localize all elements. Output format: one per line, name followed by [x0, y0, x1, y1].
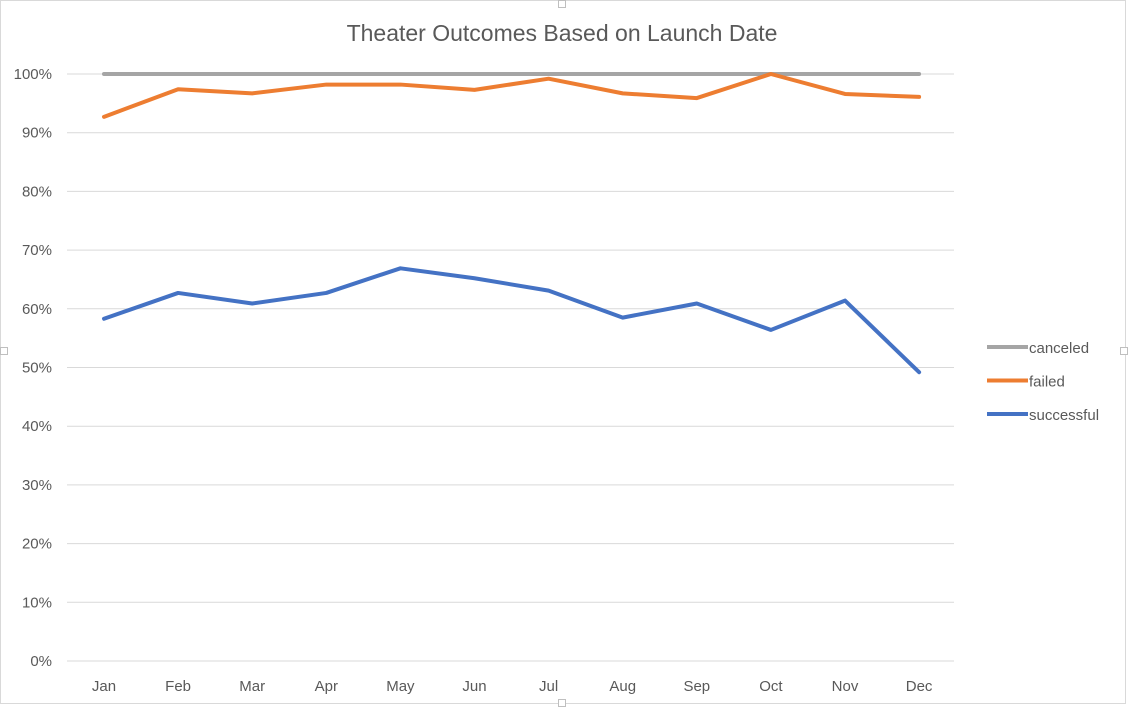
x-tick-label: Jan: [92, 678, 116, 695]
data-point-canceled[interactable]: [176, 72, 181, 77]
x-tick-label: Feb: [165, 678, 191, 695]
data-point-successful[interactable]: [324, 290, 329, 295]
y-tick-label: 10%: [22, 594, 52, 611]
x-axis-tick-labels: Jan Feb Mar Apr May Jun Jul Aug Sep Oct Nov Dec: [92, 678, 933, 695]
x-tick-label: Dec: [906, 678, 933, 695]
data-point-failed[interactable]: [250, 91, 255, 96]
data-point-failed[interactable]: [768, 72, 773, 77]
legend-label[interactable]: canceled: [1029, 340, 1089, 357]
data-point-canceled[interactable]: [620, 72, 625, 77]
series-lines: [102, 72, 922, 375]
y-tick-label: 30%: [22, 477, 52, 494]
data-point-canceled[interactable]: [917, 72, 922, 77]
y-tick-label: 80%: [22, 183, 52, 200]
legend: canceled failed successful: [987, 340, 1099, 424]
data-point-canceled[interactable]: [472, 72, 477, 77]
y-tick-label: 50%: [22, 360, 52, 377]
data-point-successful[interactable]: [917, 370, 922, 375]
x-tick-label: Nov: [832, 678, 859, 695]
data-point-failed[interactable]: [546, 76, 551, 81]
data-point-successful[interactable]: [398, 266, 403, 271]
chart-title: Theater Outcomes Based on Launch Date: [347, 20, 778, 46]
gridlines: [67, 73, 954, 662]
x-tick-label: Mar: [239, 678, 265, 695]
y-tick-label: 20%: [22, 536, 52, 553]
y-tick-label: 90%: [22, 125, 52, 142]
y-tick-label: 100%: [14, 66, 52, 83]
series-line-successful[interactable]: [102, 266, 922, 375]
data-point-successful[interactable]: [176, 290, 181, 295]
y-axis-tick-labels: 0% 10% 20% 30% 40% 50% 60% 70% 80% 90% 100%: [14, 66, 52, 670]
resize-handle-right[interactable]: [1120, 347, 1128, 355]
data-point-canceled[interactable]: [324, 72, 329, 77]
data-point-successful[interactable]: [620, 315, 625, 320]
x-tick-label: Sep: [683, 678, 710, 695]
y-tick-label: 60%: [22, 301, 52, 318]
data-point-failed[interactable]: [694, 96, 699, 101]
data-point-successful[interactable]: [472, 276, 477, 281]
data-point-successful[interactable]: [768, 327, 773, 332]
y-tick-label: 40%: [22, 418, 52, 435]
data-point-canceled[interactable]: [843, 72, 848, 77]
data-point-successful[interactable]: [694, 301, 699, 306]
x-tick-label: Jul: [539, 678, 558, 695]
data-point-failed[interactable]: [324, 82, 329, 87]
y-tick-label: 70%: [22, 242, 52, 259]
data-point-failed[interactable]: [843, 91, 848, 96]
data-point-successful[interactable]: [250, 301, 255, 306]
x-tick-label: Jun: [462, 678, 486, 695]
data-point-canceled[interactable]: [694, 72, 699, 77]
resize-handle-left[interactable]: [0, 347, 8, 355]
legend-label[interactable]: successful: [1029, 407, 1099, 424]
series-line-failed[interactable]: [102, 72, 922, 119]
data-point-successful[interactable]: [843, 298, 848, 303]
data-point-successful[interactable]: [102, 316, 107, 321]
y-tick-label: 0%: [30, 653, 52, 670]
data-point-failed[interactable]: [176, 87, 181, 92]
data-point-canceled[interactable]: [546, 72, 551, 77]
x-tick-label: Aug: [609, 678, 636, 695]
data-point-successful[interactable]: [546, 288, 551, 293]
data-point-canceled[interactable]: [250, 72, 255, 77]
x-tick-label: May: [386, 678, 415, 695]
data-point-canceled[interactable]: [102, 72, 107, 77]
x-tick-label: Apr: [315, 678, 338, 695]
data-point-failed[interactable]: [102, 114, 107, 119]
resize-handle-top[interactable]: [558, 0, 566, 8]
data-point-failed[interactable]: [398, 82, 403, 87]
data-point-failed[interactable]: [917, 94, 922, 99]
legend-label[interactable]: failed: [1029, 374, 1065, 391]
data-point-failed[interactable]: [472, 87, 477, 92]
x-tick-label: Oct: [759, 678, 783, 695]
data-point-failed[interactable]: [620, 91, 625, 96]
data-point-canceled[interactable]: [398, 72, 403, 77]
